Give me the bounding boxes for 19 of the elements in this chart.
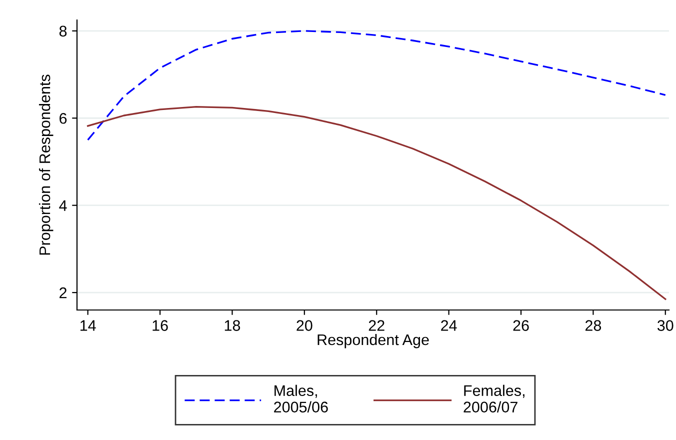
legend-label: Females, 2006/07 [464,384,524,412]
y-tick-label: 4 [59,200,67,211]
x-tick-label: 20 [296,320,312,331]
legend-label: Males, 2005/06 [274,384,328,412]
x-tick-label: 30 [657,320,674,331]
line-series [86,106,666,300]
y-tick-label: 8 [59,26,67,37]
x-axis-title: Respondent Age [318,334,429,348]
line-series [86,30,666,141]
x-tick-label: 26 [513,320,529,331]
x-tick-label: 28 [585,320,602,331]
y-tick-label: 6 [60,112,67,124]
x-tick-label: 16 [152,320,168,331]
x-tick-label: 18 [224,320,240,331]
x-tick-label: 24 [441,320,457,331]
y-axis-title: Proportion of Respondents [38,74,54,255]
x-tick-label: 14 [80,320,96,331]
y-tick-label: 2 [60,287,67,298]
x-tick-label: 22 [368,320,384,331]
